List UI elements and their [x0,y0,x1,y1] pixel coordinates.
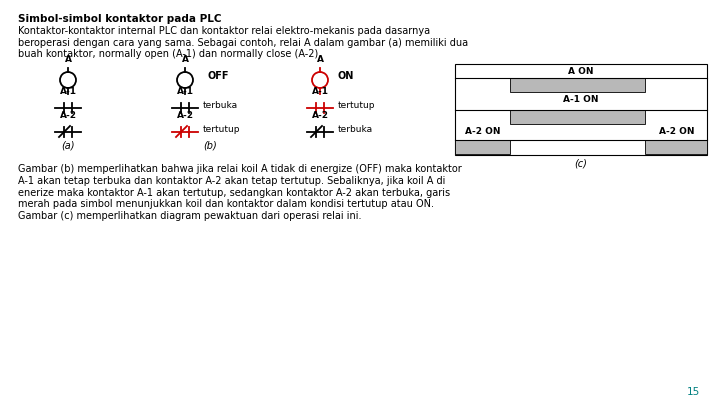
Text: Gambar (c) memperlihatkan diagram pewaktuan dari operasi relai ini.: Gambar (c) memperlihatkan diagram pewakt… [18,211,361,221]
Text: (c): (c) [575,159,588,169]
Text: Simbol-simbol kontaktor pada PLC: Simbol-simbol kontaktor pada PLC [18,14,222,24]
Text: ON: ON [338,71,354,81]
Text: A-2: A-2 [60,111,76,120]
Text: beroperasi dengan cara yang sama. Sebagai contoh, relai A dalam gambar (a) memil: beroperasi dengan cara yang sama. Sebaga… [18,38,468,47]
Text: terbuka: terbuka [203,102,238,111]
Bar [455,64,707,155]
Text: A: A [65,55,71,64]
Text: A: A [317,55,323,64]
Bar [510,110,645,124]
Bar [645,140,707,154]
Text: 15: 15 [687,387,700,397]
Text: buah kontaktor, normally open (A-1) dan normally close (A-2).: buah kontaktor, normally open (A-1) dan … [18,49,321,59]
Text: A-2 ON: A-2 ON [660,126,695,136]
Text: A: A [181,55,189,64]
Text: A-2 ON: A-2 ON [465,126,500,136]
Text: terbuka: terbuka [338,126,373,134]
Bar [510,78,645,92]
Text: A-2: A-2 [176,111,194,120]
Text: (b): (b) [203,140,217,150]
Text: tertutup: tertutup [338,102,376,111]
Text: A-1: A-1 [60,87,76,96]
Text: (a): (a) [61,140,75,150]
Text: OFF: OFF [207,71,228,81]
Text: A-1 akan tetap terbuka dan kontaktor A-2 akan tetap tertutup. Sebaliknya, jika k: A-1 akan tetap terbuka dan kontaktor A-2… [18,176,446,186]
Text: A-1 ON: A-1 ON [563,94,599,104]
Text: A-2: A-2 [312,111,328,120]
Text: A-1: A-1 [176,87,194,96]
Text: A ON: A ON [568,66,594,75]
Text: Gambar (b) memperlihatkan bahwa jika relai koil A tidak di energize (OFF) maka k: Gambar (b) memperlihatkan bahwa jika rel… [18,164,462,174]
Text: tertutup: tertutup [203,126,240,134]
Text: Kontaktor-kontaktor internal PLC dan kontaktor relai elektro-mekanis pada dasarn: Kontaktor-kontaktor internal PLC dan kon… [18,26,430,36]
Text: A-1: A-1 [312,87,328,96]
Text: merah pada simbol menunjukkan koil dan kontaktor dalam kondisi tertutup atau ON.: merah pada simbol menunjukkan koil dan k… [18,199,434,209]
Text: enerize maka kontaktor A-1 akan tertutup, sedangkan kontaktor A-2 akan terbuka, : enerize maka kontaktor A-1 akan tertutup… [18,188,450,198]
Bar [455,140,510,154]
